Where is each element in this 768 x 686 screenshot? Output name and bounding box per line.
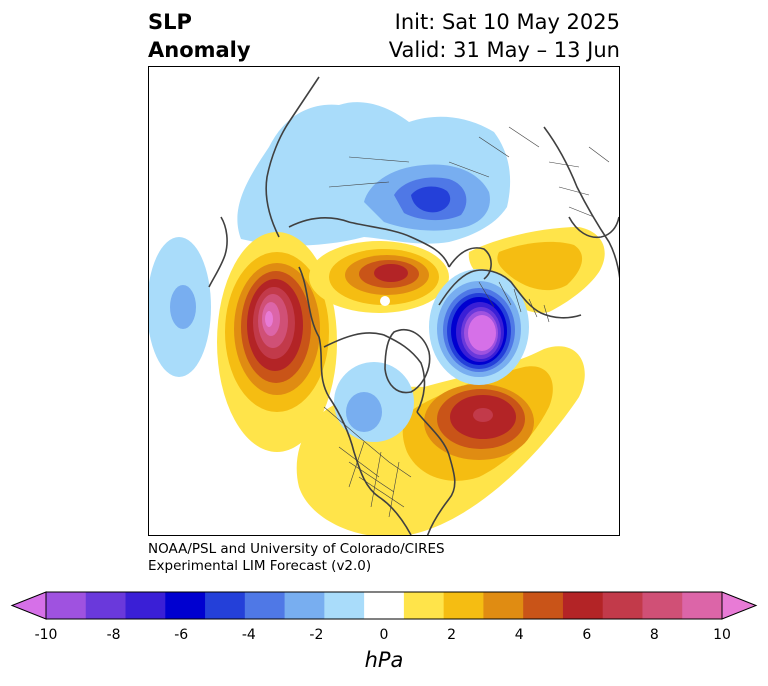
europe-negative-anomaly [429,269,529,385]
colorbar-segment [682,592,723,619]
pacific-positive-anomaly [217,232,337,452]
colorbar-tick-label: 10 [713,627,731,643]
title-left: SLP Anomaly [148,8,251,64]
pacific-anomaly-inner [170,285,196,329]
atlantic-pos-6 [473,408,493,422]
coastline-africa [543,126,619,279]
coastlines [208,76,619,535]
colorbar-segment [46,592,87,619]
valid-period: Valid: 31 May – 13 Jun [388,38,620,62]
colorbar-tick-label: 0 [379,627,389,643]
atlantic-positive-anomaly [296,346,585,535]
arctic-negative-anomaly [334,362,414,442]
colorbar-segment [403,592,445,619]
colorbar-extend-low [10,591,47,620]
colorbar-segment [85,592,127,619]
asia-negative-anomaly [237,102,511,246]
coastline-asia-east [265,76,320,238]
pacific-pos-9 [265,311,273,327]
colorbar-segment [125,592,166,619]
coastline-east-us [416,411,456,535]
pacific-negative-anomaly [149,237,211,377]
colorbar-extend-high [721,591,758,620]
coastline-arabia [568,216,619,239]
init-date: Init: Sat 10 May 2025 [394,10,620,34]
colorbar-frame [45,591,723,620]
siberia-positive-anomaly [309,241,449,313]
border-middle-east [548,146,610,218]
arctic-neg-2 [346,392,382,432]
border-usa-canada [323,406,412,478]
colorbar-segment [165,592,206,619]
colorbar-segment [443,592,484,619]
credit-line2: Experimental LIM Forecast (v2.0) [148,558,372,574]
title-right: Init: Sat 10 May 2025 Valid: 31 May – 13… [389,8,620,64]
siberia-pos-5 [374,264,408,282]
colorbar-tick-label: -8 [106,627,121,643]
colorbar [10,591,758,620]
europe-neg-9 [468,315,496,351]
colorbar-segment [205,592,246,619]
coastline-greenland [384,328,431,394]
coastline-canada-arctic [323,332,426,413]
colorbar-tick-label: 6 [582,627,592,643]
colorbar-segment [562,592,604,619]
credit: NOAA/PSL and University of Colorado/CIRE… [148,541,445,575]
colorbar-segment [523,592,564,619]
title-type: Anomaly [148,38,251,62]
coastline-japan [208,216,228,288]
colorbar-segment [364,592,405,619]
siberia-center-dot [380,296,390,306]
colorbar-segment [284,592,325,619]
border-us-states [338,441,405,518]
title-variable: SLP [148,10,192,34]
map-panel [148,66,620,536]
coastline-europe [438,269,582,319]
colorbar-tick-label: -6 [174,627,189,643]
colorbar-tick-label: -2 [309,627,324,643]
borders [323,126,610,518]
colorbar-segment [642,592,683,619]
colorbar-tick-label: -4 [241,627,256,643]
europe-pos-inner [497,241,583,291]
colorbar-tick-label: 4 [514,627,524,643]
colorbar-segment [244,592,286,619]
colorbar-unit: hPa [364,648,404,672]
credit-line1: NOAA/PSL and University of Colorado/CIRE… [148,541,445,557]
border-asia [328,126,540,188]
anomaly-map [149,76,619,535]
colorbar-tick-label: 2 [447,627,457,643]
colorbar-segment [602,592,643,619]
coastline-north-america [298,266,412,535]
coastline-siberia [288,217,450,268]
colorbar-segment [483,592,524,619]
colorbar-segment [324,592,365,619]
coastline-scandinavia [448,247,492,280]
colorbar-tick-label: 8 [649,627,659,643]
colorbar-tick-label: -10 [34,627,58,643]
border-europe [478,281,550,323]
asia-anomaly-center [411,186,451,213]
